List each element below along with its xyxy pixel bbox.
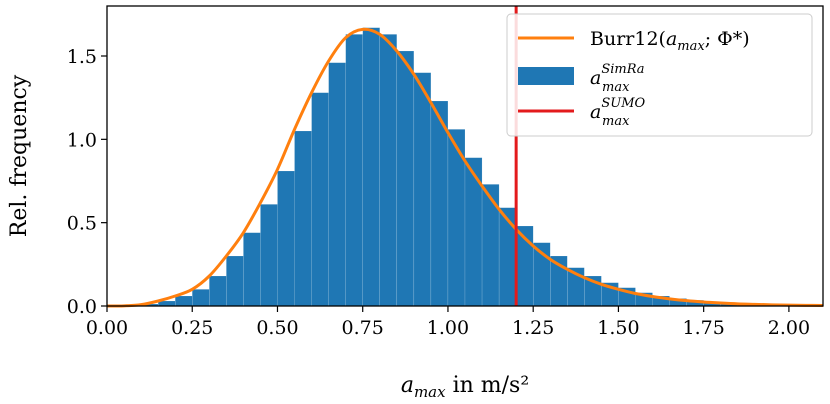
y-tick-label: 0.0 — [67, 296, 97, 318]
histogram-bar — [379, 34, 398, 307]
histogram-bar — [498, 207, 517, 307]
legend-simra-superscript: SimRa — [601, 62, 644, 77]
histogram-bar — [345, 34, 363, 307]
y-tick-label: 1.0 — [67, 129, 97, 151]
x-tick-label: 2.00 — [768, 317, 810, 339]
y-axis-label: Rel. frequency — [7, 74, 32, 237]
histogram-bar — [481, 184, 500, 307]
x-axis-ticks: 0.00 0.25 0.50 0.75 1.00 1.25 1.50 1.75 2.00 — [86, 306, 810, 339]
legend-sumo-label: aSUMO max — [590, 96, 646, 129]
histogram-bar — [226, 255, 244, 307]
histogram-bar — [430, 100, 449, 307]
y-tick-label: 0.5 — [67, 213, 97, 235]
legend-sumo-symbol: a — [590, 101, 601, 123]
legend: Burr12(amax; Φ*) aSimRa max aSUMO max — [506, 13, 813, 137]
histogram-bar — [396, 50, 415, 307]
legend-simra-swatch — [518, 67, 574, 85]
fit-curve-line — [106, 27, 824, 308]
histogram-bar — [413, 72, 432, 307]
x-tick-label: 0.00 — [86, 317, 128, 339]
x-tick-label: 1.25 — [512, 317, 554, 339]
y-tick-label: 1.5 — [67, 46, 97, 68]
legend-fit-symbol: a — [666, 28, 677, 50]
legend-fit-subscript: max — [677, 39, 705, 54]
legend-box — [506, 13, 813, 137]
histogram-bar — [243, 232, 261, 307]
plot-frame — [106, 5, 824, 307]
histogram-bar — [192, 289, 210, 307]
histogram-bar — [209, 275, 227, 307]
x-tick-label: 1.50 — [597, 317, 639, 339]
histogram-bar — [277, 170, 295, 307]
legend-simra-subscript: max — [602, 80, 630, 95]
x-axis-suffix: in m/s² — [446, 373, 530, 398]
histogram-bar — [260, 204, 278, 307]
legend-sumo-superscript: SUMO — [601, 96, 645, 111]
legend-fit-prefix: Burr12( — [590, 28, 666, 50]
y-axis-ticks: 0.0 0.5 1.0 1.5 — [67, 46, 107, 318]
legend-sumo-subscript: max — [602, 114, 630, 129]
legend-simra-label: aSimRa max — [590, 62, 645, 95]
x-tick-label: 0.25 — [171, 317, 213, 339]
x-tick-label: 0.50 — [256, 317, 298, 339]
legend-fit-suffix: ; Φ*) — [705, 28, 750, 50]
x-axis-subscript: max — [414, 383, 446, 401]
x-tick-label: 0.75 — [342, 317, 384, 339]
legend-fit-label: Burr12(amax; Φ*) — [590, 28, 750, 54]
histogram-bar — [362, 27, 380, 307]
x-axis-label: amax in m/s² — [401, 373, 529, 401]
x-tick-label: 1.00 — [427, 317, 469, 339]
histogram-bar — [294, 130, 312, 307]
histogram-bar — [328, 62, 346, 307]
x-axis-symbol: a — [401, 373, 414, 398]
histogram-bar — [311, 92, 329, 307]
histogram-bar — [174, 295, 193, 307]
legend-simra-symbol: a — [590, 67, 601, 89]
x-tick-label: 1.75 — [683, 317, 725, 339]
histogram-bars — [123, 27, 824, 307]
